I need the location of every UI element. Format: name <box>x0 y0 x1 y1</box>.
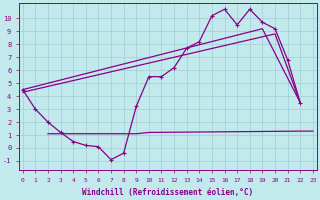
X-axis label: Windchill (Refroidissement éolien,°C): Windchill (Refroidissement éolien,°C) <box>82 188 253 197</box>
